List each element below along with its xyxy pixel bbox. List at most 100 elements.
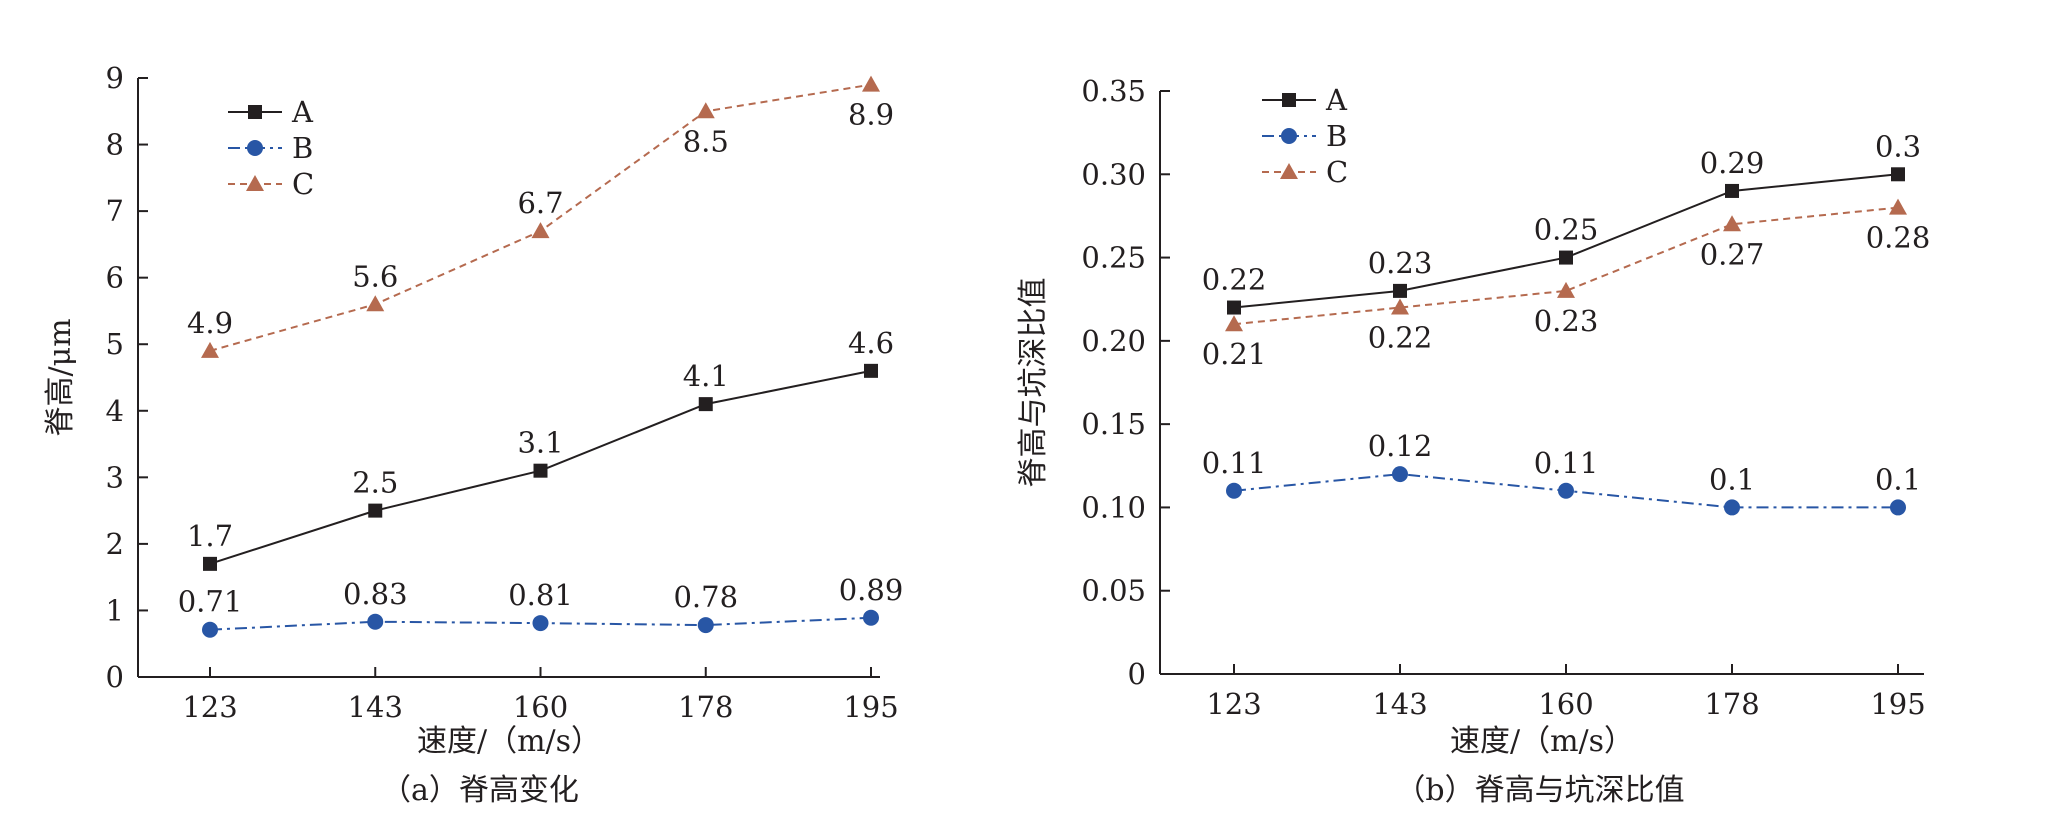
chart-b-x-tick-label: 178 [1704, 687, 1759, 721]
chart-a-y-tick-label: 1 [106, 593, 124, 627]
chart-a-series-a-data-label: 1.7 [187, 519, 233, 553]
chart-a-legend-a-marker [248, 105, 262, 119]
chart-b-x-tick-label: 123 [1206, 687, 1261, 721]
chart-b-y-tick-label: 0.30 [1081, 157, 1146, 191]
chart-a-series-b-point [202, 622, 218, 638]
chart-b-legend-a-label: A [1325, 83, 1348, 117]
chart-b-y-tick-label: 0 [1128, 657, 1146, 691]
chart-b-y-tick-label: 0.05 [1081, 574, 1146, 608]
chart-a-series-c-point [697, 102, 715, 118]
chart-a-series-a-point [864, 364, 878, 378]
chart-b-series-b-data-label: 0.12 [1368, 429, 1433, 463]
chart-a-series-b-point [533, 615, 549, 631]
chart-b-series-a-point [1227, 301, 1241, 315]
chart-b-series-c-data-label: 0.22 [1368, 321, 1433, 355]
chart-a-series-c-point [532, 222, 550, 238]
chart-b-y-tick-label: 0.25 [1081, 241, 1146, 275]
chart-a-series-b-data-label: 0.89 [839, 573, 904, 607]
chart-b-y-tick-label: 0.35 [1081, 74, 1146, 108]
figure: 0123456789123 143 160 178 195速度/（m/s）脊高/μm（a… [0, 0, 2069, 827]
chart-a-legend-c-label: C [292, 167, 314, 201]
chart-b-series-c-point [1889, 199, 1907, 215]
chart-a-series-b-point [863, 610, 879, 626]
chart-b-series-b-data-label: 0.1 [1875, 462, 1921, 496]
chart-b-series-b-data-label: 0.11 [1202, 446, 1267, 480]
chart-a-series-b-data-label: 0.83 [343, 577, 408, 611]
chart-b-x-tick-label: 143 [1372, 687, 1427, 721]
chart-b-y-tick-label: 0.15 [1081, 407, 1146, 441]
chart-b-series-a-data-label: 0.29 [1700, 146, 1765, 180]
chart-a-series-c-data-label: 5.6 [352, 259, 398, 293]
chart-b-series-a-data-label: 0.23 [1368, 246, 1433, 280]
chart-b-series-c-data-label: 0.21 [1202, 337, 1267, 371]
chart-a-legend-c-marker [246, 175, 264, 191]
chart-a-series-a-data-label: 2.5 [352, 466, 398, 500]
chart-a-legend-b-marker [247, 140, 263, 156]
chart-a-series-b-data-label: 0.78 [673, 580, 738, 614]
chart-a-x-axis-title: 速度/（m/s） [417, 724, 601, 759]
chart-b-legend-c-label: C [1326, 155, 1348, 189]
chart-b-series-a-point [1393, 284, 1407, 298]
chart-a-y-tick-label: 7 [106, 194, 124, 228]
chart-b-series-a-data-label: 0.25 [1534, 213, 1599, 247]
chart-b-legend-b-marker [1281, 128, 1297, 144]
chart-b-y-tick-label: 0.10 [1081, 490, 1146, 524]
chart-a-y-tick-label: 4 [106, 394, 124, 428]
chart-b-y-axis-title: 脊高与坑深比值 [1016, 278, 1051, 488]
chart-a-y-axis-title: 脊高/μm [43, 318, 78, 436]
chart-a-series-c-data-label: 8.5 [683, 124, 729, 158]
chart-b-series-b-data-label: 0.11 [1534, 446, 1599, 480]
chart-b-series-b-point [1724, 499, 1740, 515]
chart-a-series-a-point [368, 504, 382, 518]
chart-a-series-c-data-label: 4.9 [187, 306, 233, 340]
chart-a-x-tick-label: 178 [678, 690, 733, 724]
chart-b-series-a-point [1891, 167, 1905, 181]
chart-b-legend-a-marker [1282, 93, 1296, 107]
chart-a-series-a-point [534, 464, 548, 478]
chart-a-y-tick-label: 2 [106, 527, 124, 561]
chart-b-legend-c-marker [1280, 163, 1298, 179]
chart-a-series-a-data-label: 4.1 [683, 359, 729, 393]
chart-b-series-a-data-label: 0.3 [1875, 129, 1921, 163]
chart-a-series-a-data-label: 4.6 [848, 326, 894, 360]
chart-a-series-b-data-label: 0.71 [178, 585, 243, 619]
chart-b-legend-b-label: B [1326, 119, 1347, 153]
chart-a-x-tick-label: 143 [348, 690, 403, 724]
chart-a-y-tick-label: 8 [106, 128, 124, 162]
chart-b-series-c-data-label: 0.23 [1534, 304, 1599, 338]
chart-a-series-c-point [862, 76, 880, 92]
chart-a-x-tick-label: 123 [182, 690, 237, 724]
chart-a-legend-a-label: A [291, 95, 314, 129]
chart-b-series-b-point [1558, 483, 1574, 499]
chart-a-series-a-point [699, 397, 713, 411]
chart-a-caption: （a）脊高变化 [381, 773, 579, 808]
chart-b-series-c-data-label: 0.27 [1700, 237, 1765, 271]
chart-a-series-b-data-label: 0.81 [508, 578, 573, 612]
chart-b-series-c-data-label: 0.28 [1866, 221, 1931, 255]
chart-a-series-a-data-label: 3.1 [517, 426, 563, 460]
chart-a-y-tick-label: 6 [106, 261, 124, 295]
chart-b-series-b-point [1226, 483, 1242, 499]
chart-a-y-tick-label: 0 [106, 660, 124, 694]
chart-a-series-c-point [366, 295, 384, 311]
chart-a-legend-b-label: B [292, 131, 313, 165]
chart-a-y-tick-label: 9 [106, 61, 124, 95]
chart-a-x-tick-label: 160 [513, 690, 568, 724]
chart-b-series-a-point [1725, 184, 1739, 198]
chart-b-x-axis-title: 速度/（m/s） [1450, 724, 1634, 759]
chart-a-series-c-data-label: 6.7 [517, 186, 563, 220]
chart-b-series-a-data-label: 0.22 [1202, 263, 1267, 297]
chart-b-caption: （b）脊高与坑深比值 [1395, 773, 1684, 808]
chart-b-y-tick-label: 0.20 [1081, 324, 1146, 358]
chart-a-y-tick-label: 3 [106, 460, 124, 494]
chart-a-series-b-point [698, 617, 714, 633]
chart-b-series-c-point [1557, 282, 1575, 298]
chart-a-series-b-point [367, 614, 383, 630]
chart-a-series-c-data-label: 8.9 [848, 98, 894, 132]
chart-a-series-a-point [203, 557, 217, 571]
chart-b-series-b-point [1392, 466, 1408, 482]
chart-b-series-b-data-label: 0.1 [1709, 462, 1755, 496]
chart-a-y-tick-label: 5 [106, 327, 124, 361]
chart-b-series-b-point [1890, 499, 1906, 515]
